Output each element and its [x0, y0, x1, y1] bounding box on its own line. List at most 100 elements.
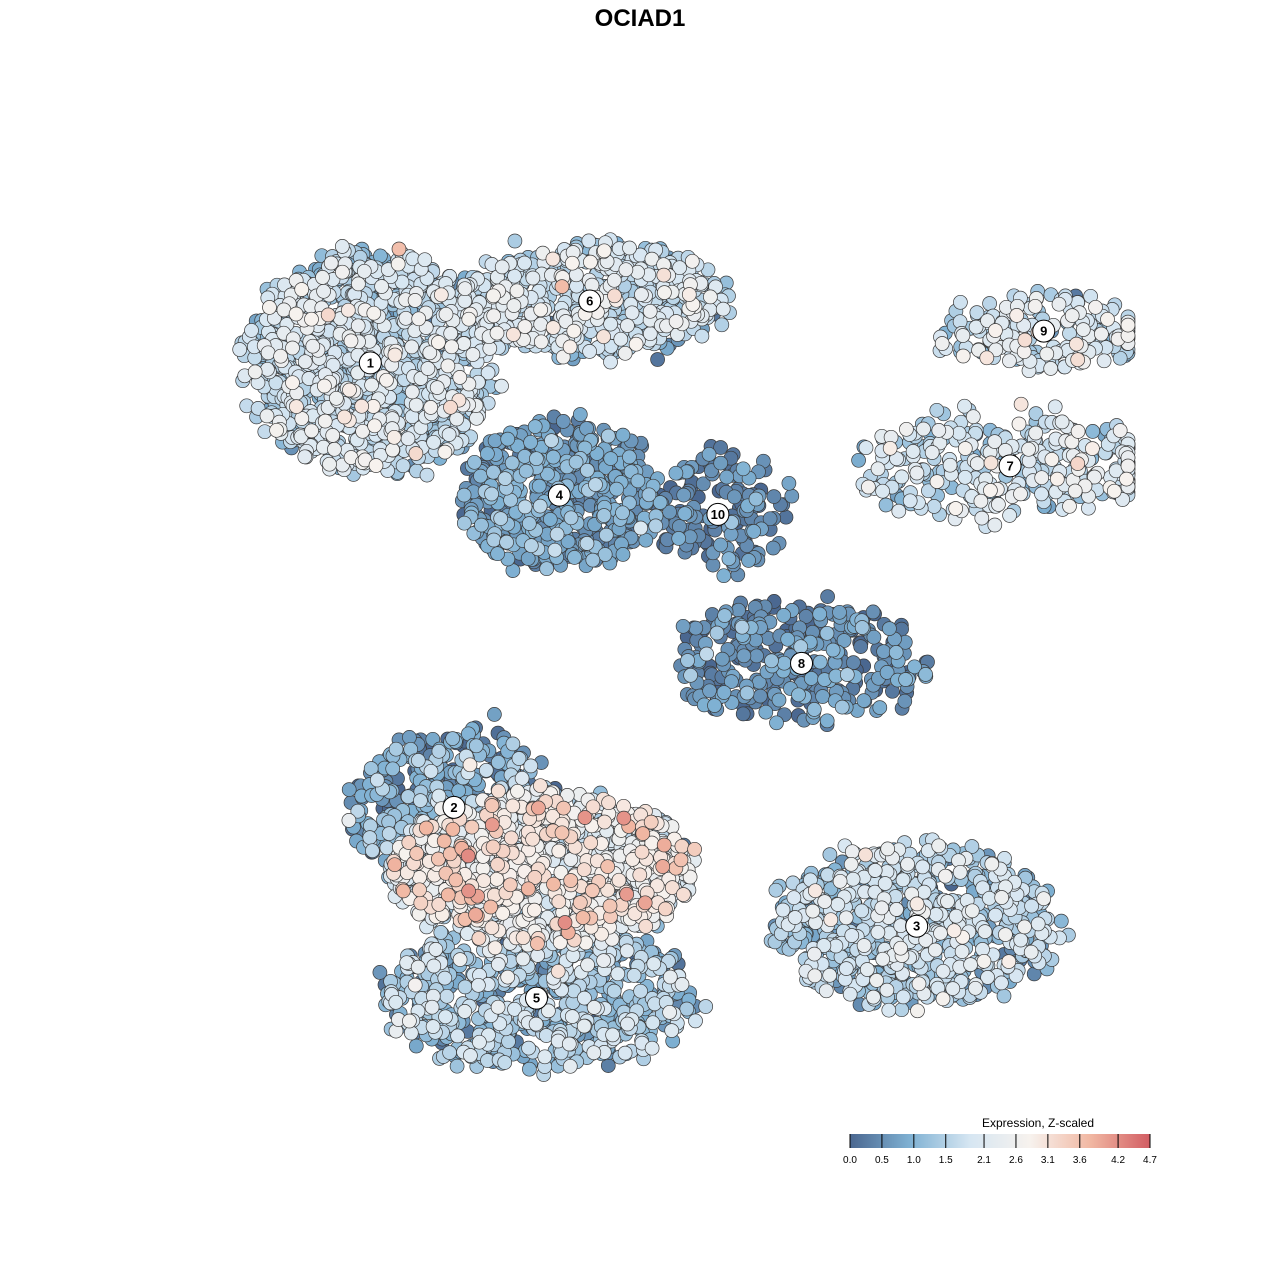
cell-point: [517, 499, 533, 515]
cell-point: [876, 644, 891, 659]
cell-point: [839, 667, 855, 682]
cell-point: [853, 639, 869, 654]
cell-point: [504, 455, 520, 471]
cell-point: [707, 698, 722, 713]
cell-point: [493, 511, 509, 526]
cell-point: [426, 434, 441, 450]
cell-point: [474, 517, 489, 533]
cell-point: [675, 618, 691, 634]
cell-point: [776, 655, 792, 671]
cell-point: [487, 707, 502, 722]
cell-point: [517, 255, 532, 271]
cell-point: [882, 621, 897, 636]
cell-point: [953, 294, 968, 310]
cell-point: [484, 486, 499, 502]
cell-point: [918, 667, 933, 682]
cell-point: [695, 476, 711, 492]
cell-point: [680, 653, 695, 668]
cell-point: [981, 890, 997, 906]
cell-point: [820, 867, 836, 883]
cell-point: [486, 532, 502, 548]
cell-point: [232, 342, 248, 357]
cell-point: [609, 481, 624, 497]
cell-point: [547, 542, 563, 558]
cell-point: [522, 1061, 537, 1077]
cell-point: [721, 551, 737, 567]
cell-point: [425, 1019, 441, 1034]
cell-point: [735, 706, 751, 722]
cell-point: [819, 625, 835, 641]
cell-point: [523, 434, 538, 450]
cell-point: [698, 999, 714, 1014]
cell-point: [741, 553, 756, 568]
cell-point: [500, 431, 516, 447]
cell-point: [806, 702, 822, 717]
cell-point: [381, 826, 397, 841]
cell-point: [563, 510, 579, 526]
cell-point: [646, 956, 662, 972]
cell-point: [633, 520, 649, 536]
cell-point: [856, 693, 872, 708]
cell-point: [507, 233, 523, 249]
cell-point: [579, 462, 595, 478]
cell-point: [709, 625, 725, 641]
cell-point: [603, 354, 618, 370]
cell-point: [419, 467, 435, 483]
cell-point: [851, 452, 866, 468]
cell-point: [815, 689, 830, 704]
cell-point: [771, 692, 787, 708]
cell-point: [716, 685, 732, 700]
cell-point: [888, 645, 904, 660]
cell-point: [791, 687, 806, 703]
cell-point: [408, 1038, 424, 1054]
cell-point: [456, 515, 472, 531]
cell-point: [523, 538, 539, 554]
cell-point: [478, 762, 494, 778]
cell-point: [598, 527, 614, 543]
cell-point: [762, 511, 778, 527]
cell-point: [410, 753, 426, 768]
cell-point: [473, 468, 488, 484]
cell-point: [457, 979, 473, 995]
cell-point: [671, 531, 687, 546]
cell-point: [650, 352, 665, 367]
cell-point: [1085, 424, 1101, 439]
cell-point: [699, 646, 714, 662]
cell-point: [951, 425, 967, 441]
cell-point: [641, 487, 657, 503]
cell-point: [668, 465, 684, 481]
cell-point: [497, 1055, 513, 1070]
cell-point: [438, 1009, 453, 1025]
cell-point: [244, 323, 259, 338]
cell-point: [982, 296, 997, 311]
cell-point: [719, 469, 735, 485]
cell-point: [714, 317, 730, 333]
cell-point: [854, 903, 870, 919]
cell-point: [776, 608, 792, 623]
cell-point: [679, 1001, 695, 1017]
cell-point: [532, 498, 548, 514]
cell-point: [694, 328, 710, 344]
cell-point: [683, 667, 698, 683]
cell-point: [820, 589, 835, 604]
cell-point: [467, 454, 482, 470]
cell-point: [567, 550, 582, 565]
cell-point: [735, 461, 751, 477]
cell-point: [596, 508, 612, 523]
cell-point: [341, 782, 357, 797]
cell-point: [897, 693, 913, 709]
cell-point: [854, 620, 870, 635]
chart-title: OCIAD1: [595, 5, 686, 32]
cell-point: [450, 1028, 465, 1044]
cell-point: [819, 713, 835, 729]
cell-point: [423, 763, 439, 779]
cell-point: [633, 983, 648, 999]
cell-point: [585, 552, 601, 568]
cell-point: [825, 642, 841, 658]
cell-point: [778, 509, 794, 525]
cell-point: [531, 478, 547, 494]
cell-point: [872, 700, 888, 715]
cell-point: [549, 526, 565, 542]
cell-point: [437, 970, 453, 986]
